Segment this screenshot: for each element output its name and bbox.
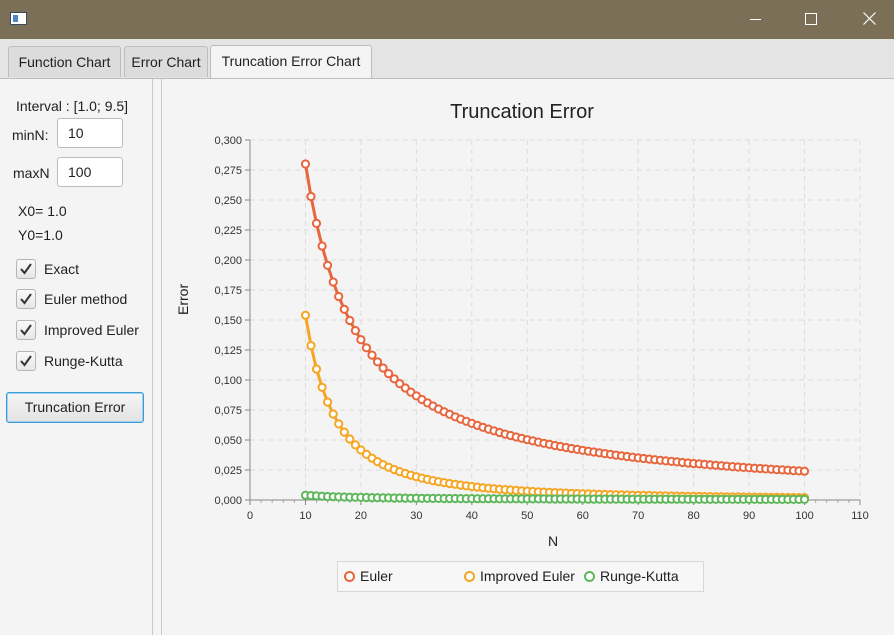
settings-panel: Interval : [1.0; 9.5] minN: maxN X0= 1.0… <box>0 79 153 635</box>
min-n-label: minN: <box>12 127 49 143</box>
y-tick-label: 0,075 <box>214 405 242 417</box>
data-point <box>350 440 360 450</box>
runge-kutta-label: Runge-Kutta <box>44 353 123 369</box>
chart-legend: Euler Improved Euler Runge-Kutta <box>337 561 704 592</box>
data-point <box>328 409 338 419</box>
y0-label: Y0=1.0 <box>18 227 63 243</box>
max-n-label: maxN <box>13 165 50 181</box>
data-point <box>311 364 322 374</box>
x-tick-label: 60 <box>577 510 589 522</box>
x-tick-label: 90 <box>743 510 755 522</box>
x-tick-label: 70 <box>632 510 644 522</box>
app-icon <box>10 12 27 25</box>
chart-title: Truncation Error <box>450 101 594 123</box>
data-point <box>317 382 327 392</box>
y-tick-label: 0,025 <box>214 465 242 477</box>
data-point <box>350 326 360 336</box>
chart-plot: 0,000 0,025 0,050 0,075 0,100 0,125 0,150 0,175… <box>214 135 869 522</box>
truncation-error-button[interactable]: Truncation Error <box>6 392 144 423</box>
y-axis-label: Error <box>175 283 191 315</box>
data-point <box>389 374 399 384</box>
improved-euler-label: Improved Euler <box>44 322 139 338</box>
data-point <box>300 159 311 169</box>
data-point <box>799 494 810 504</box>
x-tick-label: 100 <box>795 510 813 522</box>
data-point <box>334 291 344 302</box>
data-point <box>306 191 316 202</box>
x0-label: X0= 1.0 <box>18 203 67 219</box>
legend-marker <box>584 571 595 582</box>
tab-bar: Function Chart Error Chart Truncation Er… <box>0 39 894 79</box>
tab-error-chart[interactable]: Error Chart <box>124 46 208 77</box>
x-tick-label: 0 <box>247 510 253 522</box>
check-icon <box>20 263 32 275</box>
data-point <box>799 466 810 476</box>
legend-marker <box>464 571 475 582</box>
y-tick-label: 0,250 <box>214 195 242 207</box>
y-tick-label: 0,050 <box>214 435 242 447</box>
legend-marker <box>344 571 355 582</box>
data-point <box>317 241 327 251</box>
data-point <box>361 343 372 353</box>
data-point <box>339 304 349 314</box>
x-tick-label: 110 <box>851 510 869 522</box>
exact-label: Exact <box>44 261 80 277</box>
data-point <box>311 218 322 229</box>
data-point <box>345 315 355 326</box>
y-tick-label: 0,100 <box>214 375 242 387</box>
y-tick-label: 0,300 <box>214 135 242 147</box>
data-point <box>378 363 388 373</box>
title-bar <box>0 0 894 39</box>
improved-euler-checkbox[interactable] <box>16 320 36 340</box>
data-point <box>306 341 316 351</box>
x-tick-label: 30 <box>410 510 422 522</box>
maximize-icon[interactable] <box>788 0 834 39</box>
check-icon <box>20 324 32 336</box>
data-point <box>300 310 311 320</box>
y-tick-label: 0,125 <box>214 345 242 357</box>
data-point <box>384 369 394 379</box>
data-point <box>323 397 333 407</box>
max-n-input[interactable] <box>57 157 123 187</box>
data-point <box>372 357 383 367</box>
runge-kutta-checkbox[interactable] <box>16 351 36 371</box>
data-point <box>356 445 366 455</box>
min-n-input[interactable] <box>57 118 123 148</box>
exact-checkbox[interactable] <box>16 259 36 279</box>
data-point <box>356 335 366 345</box>
close-icon[interactable] <box>846 0 892 39</box>
data-point <box>339 427 349 437</box>
x-axis-label: N <box>548 533 559 549</box>
x-tick-label: 20 <box>355 510 367 522</box>
y-tick-label: 0,225 <box>214 225 242 237</box>
tab-function-chart[interactable]: Function Chart <box>8 46 121 77</box>
data-point <box>334 419 344 429</box>
y-tick-label: 0,175 <box>214 285 242 297</box>
euler-checkbox[interactable] <box>16 289 36 309</box>
data-point <box>367 350 377 360</box>
data-point <box>395 379 405 389</box>
series-line-0 <box>304 163 805 473</box>
legend-item-improved-euler: Improved Euler <box>464 568 575 584</box>
data-point <box>323 260 333 270</box>
data-point <box>345 434 355 444</box>
tab-truncation-error-chart[interactable]: Truncation Error Chart <box>210 45 372 78</box>
y-tick-label: 0,000 <box>214 495 242 507</box>
legend-item-euler: Euler <box>344 568 393 584</box>
split-pane-divider[interactable] <box>153 79 162 635</box>
y-tick-label: 0,275 <box>214 165 242 177</box>
check-icon <box>20 355 32 367</box>
x-tick-label: 50 <box>521 510 533 522</box>
check-icon <box>20 293 32 305</box>
y-tick-label: 0,150 <box>214 315 242 327</box>
minimize-icon[interactable] <box>734 0 780 39</box>
legend-item-runge-kutta: Runge-Kutta <box>584 568 679 584</box>
y-tick-label: 0,200 <box>214 255 242 267</box>
data-point <box>328 277 338 287</box>
interval-label: Interval : [1.0; 9.5] <box>16 98 129 114</box>
euler-label: Euler method <box>44 291 128 307</box>
x-tick-label: 80 <box>688 510 700 522</box>
x-tick-label: 40 <box>466 510 478 522</box>
x-tick-label: 10 <box>299 510 311 522</box>
